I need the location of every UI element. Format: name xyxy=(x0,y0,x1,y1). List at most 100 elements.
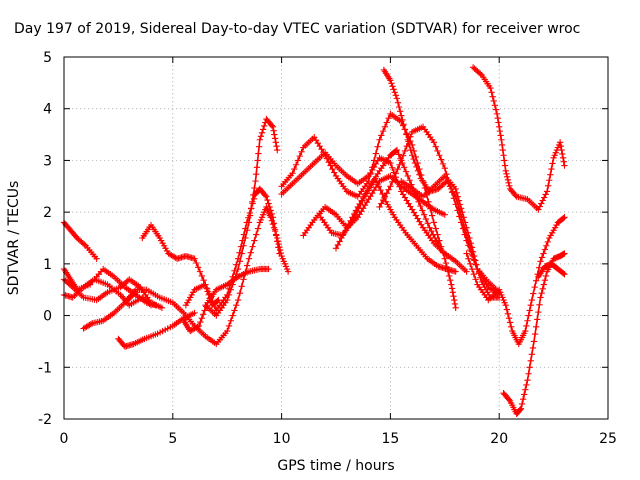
data-point xyxy=(387,77,394,84)
data-point xyxy=(544,238,551,246)
data-point xyxy=(407,133,414,140)
data-point xyxy=(273,143,280,150)
data-point xyxy=(389,178,396,186)
data-point xyxy=(453,189,460,196)
data-point xyxy=(463,224,470,231)
data-point xyxy=(498,136,505,143)
data-point xyxy=(451,296,458,304)
data-point xyxy=(473,261,480,268)
data-point xyxy=(517,406,524,413)
data-point xyxy=(249,243,256,250)
data-point xyxy=(559,150,566,158)
data-point xyxy=(229,312,236,319)
data-point xyxy=(524,377,531,384)
data-point xyxy=(523,381,530,389)
data-point xyxy=(283,265,291,273)
data-point xyxy=(191,309,198,317)
data-point xyxy=(403,131,410,138)
data-point xyxy=(401,147,409,155)
data-point xyxy=(251,184,258,192)
series-arc-16 xyxy=(332,146,444,252)
x-tick-label: 15 xyxy=(381,431,399,447)
data-point xyxy=(236,290,244,297)
data-point xyxy=(158,304,166,311)
data-point xyxy=(432,225,439,232)
data-point xyxy=(419,207,426,214)
data-point xyxy=(404,172,411,180)
data-point xyxy=(269,123,277,130)
data-point xyxy=(413,163,420,171)
data-point xyxy=(426,224,433,231)
data-point xyxy=(240,276,247,283)
data-point xyxy=(394,165,401,173)
data-point xyxy=(540,250,547,257)
data-point xyxy=(503,306,510,313)
data-point xyxy=(272,139,279,146)
data-point xyxy=(502,167,509,174)
data-point xyxy=(559,154,567,161)
data-point xyxy=(437,245,444,252)
data-point xyxy=(198,272,205,280)
data-point xyxy=(491,102,498,109)
data-point xyxy=(528,351,535,358)
data-point xyxy=(238,283,245,290)
data-point xyxy=(197,318,204,326)
data-point xyxy=(227,286,234,293)
series-arc-20 xyxy=(469,64,568,213)
chart-title: Day 197 of 2019, Sidereal Day-to-day VTE… xyxy=(14,21,580,37)
data-point xyxy=(530,290,537,297)
data-point xyxy=(537,294,544,301)
data-point xyxy=(389,83,396,90)
data-point xyxy=(456,201,464,208)
data-point xyxy=(205,290,213,297)
data-point xyxy=(496,127,504,135)
series-arc-9 xyxy=(180,265,272,335)
data-point xyxy=(531,283,538,291)
data-point xyxy=(527,302,534,309)
series-line xyxy=(472,66,566,211)
data-point xyxy=(246,212,254,219)
data-point xyxy=(343,224,351,231)
data-point xyxy=(329,165,336,173)
data-point xyxy=(494,115,501,122)
data-point xyxy=(526,307,533,314)
data-point xyxy=(406,177,413,184)
y-tick-label: 5 xyxy=(43,50,52,66)
data-point xyxy=(459,208,466,216)
data-point xyxy=(294,157,302,164)
data-point xyxy=(463,268,470,275)
data-point xyxy=(282,263,290,270)
data-point xyxy=(466,234,473,242)
data-point xyxy=(257,133,265,140)
data-point xyxy=(537,258,544,265)
data-point xyxy=(381,193,389,200)
data-point xyxy=(506,182,513,190)
data-point xyxy=(519,396,527,403)
data-point xyxy=(523,322,530,330)
data-point xyxy=(397,108,404,115)
data-point xyxy=(467,240,475,247)
data-point xyxy=(258,129,266,136)
data-point xyxy=(550,154,557,161)
data-point xyxy=(233,261,240,268)
data-point xyxy=(280,258,287,265)
data-point xyxy=(399,152,407,159)
data-point xyxy=(428,227,435,235)
data-point xyxy=(447,277,454,284)
data-point xyxy=(254,225,262,232)
data-point xyxy=(298,148,305,155)
data-point xyxy=(548,165,555,173)
data-point xyxy=(472,276,479,283)
data-point xyxy=(385,186,392,193)
data-point xyxy=(497,132,504,139)
data-point xyxy=(289,170,296,177)
data-point xyxy=(268,210,275,218)
data-point xyxy=(452,185,459,193)
data-point xyxy=(541,277,549,284)
data-point xyxy=(259,211,267,218)
data-point xyxy=(292,161,300,168)
data-point xyxy=(442,259,450,267)
data-point xyxy=(527,357,534,364)
data-point xyxy=(393,95,401,102)
data-point xyxy=(201,307,208,314)
